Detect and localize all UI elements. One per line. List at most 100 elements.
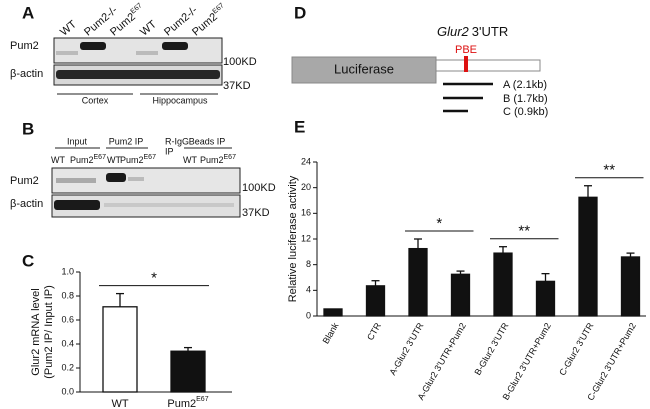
- blot-a: WT Pum2-/- Pum2E67 WT Pum2-/- Pum2E67 Pu…: [10, 2, 257, 105]
- x-tick-label: B-Glur2 3'UTR: [473, 321, 511, 377]
- x-tick-label-text: C-Glur2 3'UTR+Pum2: [586, 321, 639, 402]
- blot-frame: [53, 37, 223, 64]
- row-label: Pum2: [10, 175, 39, 187]
- band: [56, 51, 78, 55]
- bar: [102, 306, 138, 393]
- bar: [323, 308, 343, 317]
- band: [162, 42, 188, 50]
- x-tick-label-sup: E67: [196, 396, 209, 403]
- y-tick-label: 12: [301, 233, 311, 243]
- group-label: Pum2 IP: [109, 136, 144, 146]
- group-label: Input: [67, 136, 88, 146]
- lane-label: WT: [51, 155, 65, 165]
- bar: [170, 350, 206, 393]
- significance-label: *: [151, 270, 157, 287]
- significance-label: *: [436, 215, 442, 232]
- lane-label: WT: [58, 18, 79, 38]
- marker: 100KD: [223, 56, 257, 68]
- utr-title: Glur2 3'UTR: [437, 24, 508, 39]
- significance-label: **: [603, 162, 615, 179]
- lane-label: Pum2E67: [70, 154, 106, 166]
- bar: [493, 252, 513, 317]
- marker: 37KD: [223, 80, 251, 92]
- lane-label: Pum2E67: [200, 154, 236, 166]
- x-tick-label: Pum2E67: [167, 396, 208, 409]
- fragment-label: C (0.9kb): [503, 106, 548, 118]
- fragment-label: B (1.7kb): [503, 93, 548, 105]
- y-tick-label: 24: [301, 156, 311, 166]
- lane-label: Pum2E67: [120, 154, 156, 166]
- x-tick-label-text: B-Glur2 3'UTR+Pum2: [501, 321, 553, 402]
- x-tick-label-text: CTR: [365, 321, 383, 342]
- diagram-d: Glur2 3'UTR PBE Luciferase A (2.1kb) B (1…: [291, 24, 548, 118]
- x-tick-label-text: Pum2: [167, 398, 196, 409]
- group-label: IP: [165, 146, 174, 156]
- panel-label: E: [294, 117, 305, 136]
- y-axis-label-line: (Pum2 IP/ Input IP): [43, 285, 55, 379]
- lane-label: WT: [138, 18, 159, 38]
- bar: [408, 247, 428, 317]
- chart-c: 0.0 0.2 0.4 0.6 0.8 1.0 Glur2 mRNA level(Pum2 …: [30, 266, 232, 409]
- marker: 100KD: [242, 182, 276, 194]
- group-label: Cortex: [82, 95, 109, 105]
- row-label: β-actin: [10, 198, 43, 210]
- y-tick-label: 0.4: [61, 338, 74, 348]
- band: [128, 177, 144, 181]
- x-tick-label: A-Glur2 3'UTR+Pum2: [416, 321, 468, 402]
- panel-label: A: [22, 3, 34, 22]
- marker: 37KD: [242, 207, 270, 219]
- lane-label: WT: [183, 155, 197, 165]
- y-tick-label: 4: [306, 285, 311, 295]
- group-label: Beads IP: [189, 136, 226, 146]
- y-axis-label-line: Glur2 mRNA level: [30, 288, 42, 375]
- row-label: β-actin: [10, 68, 43, 80]
- significance-label: **: [518, 223, 530, 240]
- x-tick-label: C-Glur2 3'UTR+Pum2: [586, 321, 639, 402]
- group-label: R-IgG: [165, 136, 189, 146]
- blot-b: Input Pum2 IP R-IgG IP Beads IP WT Pum2E…: [10, 136, 276, 219]
- bar: [620, 256, 641, 317]
- y-axis-label-line: Relative luciferase activity: [287, 175, 299, 302]
- x-tick-label: Blank: [321, 321, 341, 346]
- y-tick-label: 0.0: [61, 386, 74, 396]
- bar: [535, 280, 556, 317]
- y-tick-label: 1.0: [61, 266, 74, 276]
- lane-label: Pum2E67: [189, 2, 229, 39]
- band: [80, 42, 106, 50]
- x-tick-label: WT: [111, 398, 128, 409]
- bar: [450, 273, 471, 317]
- site-label: PBE: [455, 44, 477, 56]
- bar: [365, 285, 386, 317]
- x-tick-label: C-Glur2 3'UTR: [558, 321, 597, 378]
- x-tick-label: B-Glur2 3'UTR+Pum2: [501, 321, 553, 402]
- y-tick-label: 20: [301, 182, 311, 192]
- band: [106, 173, 126, 182]
- luciferase-box: [291, 56, 437, 84]
- utr-box: [435, 59, 541, 72]
- row-label: Pum2: [10, 40, 39, 52]
- y-axis-label: Glur2 mRNA level(Pum2 IP/ Input IP): [30, 285, 55, 379]
- panel-label: C: [22, 251, 34, 270]
- x-tick-label-text: A-Glur2 3'UTR+Pum2: [416, 321, 468, 402]
- y-tick-label: 0: [306, 310, 311, 320]
- pbe-mark: [464, 56, 468, 72]
- band: [56, 178, 96, 183]
- y-tick-label: 0.8: [61, 290, 74, 300]
- band: [56, 70, 220, 79]
- panel-label: B: [22, 119, 34, 138]
- x-tick-label-text: C-Glur2 3'UTR: [558, 321, 597, 378]
- bar: [578, 196, 598, 317]
- group-label: Hippocampus: [152, 95, 208, 105]
- y-axis-label: Relative luciferase activity: [287, 175, 299, 302]
- box-label: Luciferase: [334, 61, 394, 76]
- y-tick-label: 16: [301, 208, 311, 218]
- x-tick-label: A-Glur2 3'UTR: [388, 321, 426, 377]
- band: [54, 200, 100, 210]
- lane-label: WT: [107, 155, 121, 165]
- panel-label: D: [294, 3, 306, 22]
- band: [104, 203, 234, 207]
- x-tick-label-text: WT: [111, 398, 128, 409]
- x-tick-label-text: B-Glur2 3'UTR: [473, 321, 511, 377]
- band: [136, 51, 158, 55]
